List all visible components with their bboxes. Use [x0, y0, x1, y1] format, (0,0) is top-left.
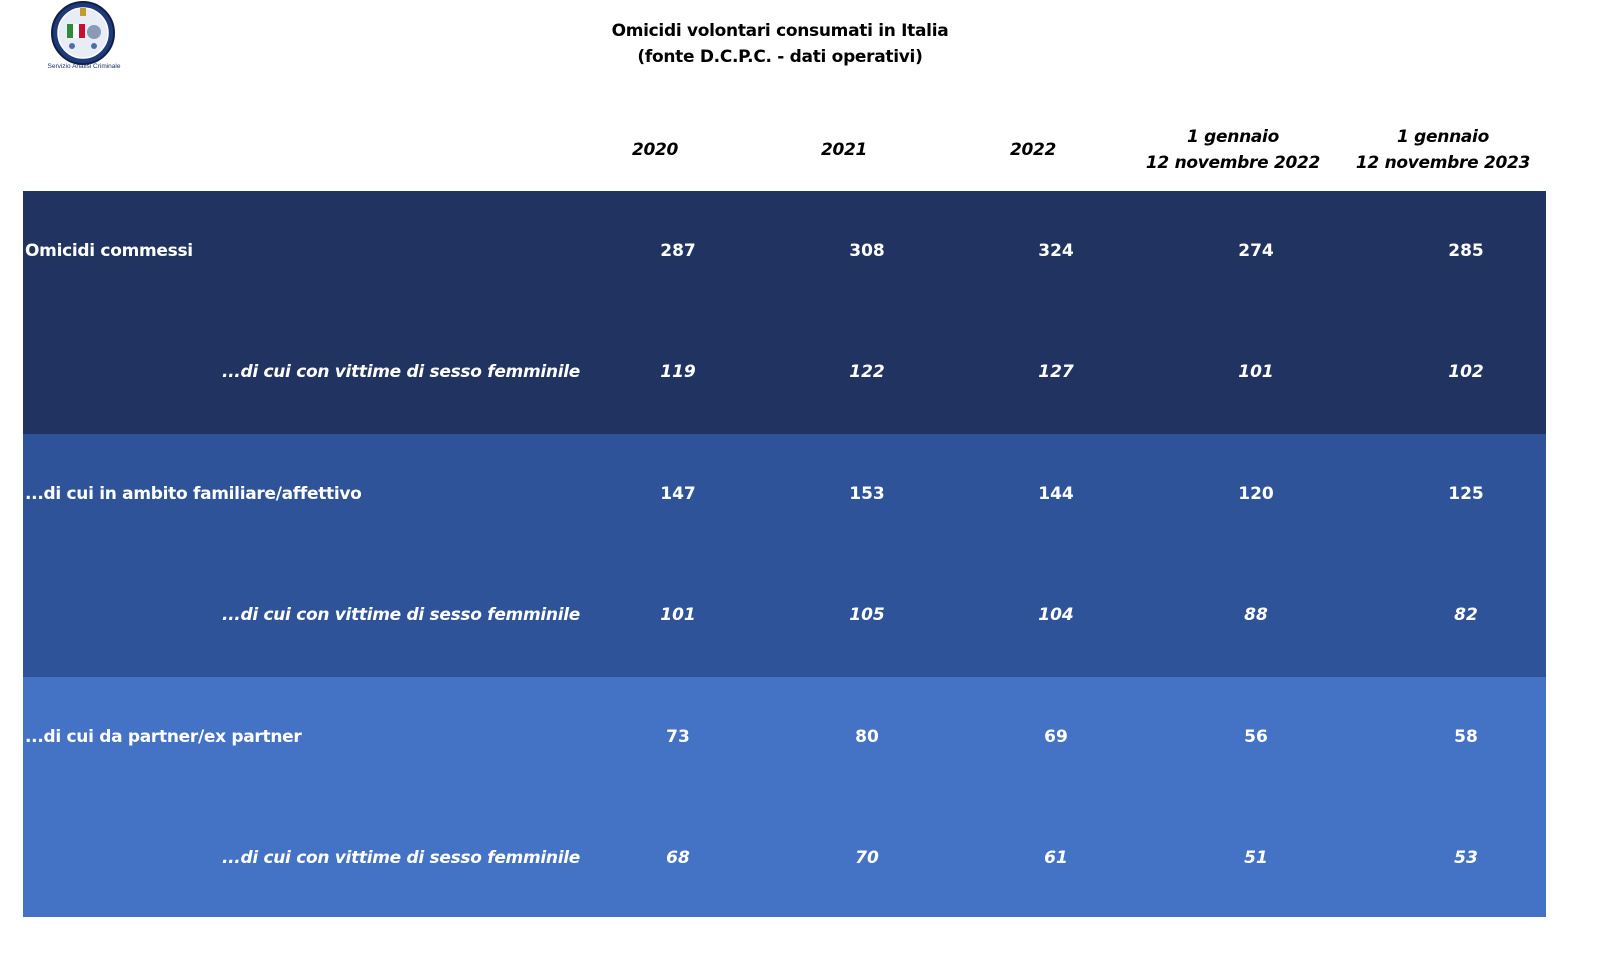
column-header-2022: 2022	[958, 120, 1108, 180]
logo: Servizio Analisi Criminale	[36, 0, 132, 80]
column-header-line-2: 12 novembre 2023	[1355, 153, 1531, 173]
table-cell: 68	[666, 848, 690, 868]
table-cell: 104	[1038, 605, 1074, 625]
table-cell: 58	[1454, 727, 1478, 747]
table-cell: 144	[1038, 484, 1074, 504]
table-cell: 308	[849, 241, 885, 261]
title-line-1: Omicidi volontari consumati in Italia	[611, 21, 949, 41]
table-row: ...di cui con vittime di sesso femminile…	[23, 352, 1546, 392]
table-cell: 70	[855, 848, 879, 868]
page-title: Omicidi volontari consumati in Italia (f…	[480, 18, 1080, 70]
column-header-line-1: 2021	[820, 140, 868, 160]
column-header-line-1: 2022	[1009, 140, 1057, 160]
column-header-line-1: 1 gennaio	[1187, 127, 1279, 147]
table-row: ...di cui con vittime di sesso femminile…	[23, 838, 1546, 878]
table-band-family: ...di cui in ambito familiare/affettivo …	[23, 434, 1546, 677]
table-cell: 69	[1044, 727, 1068, 747]
row-label: ...di cui da partner/ex partner	[25, 727, 302, 747]
row-label: ...di cui con vittime di sesso femminile	[221, 605, 580, 625]
column-header-2021: 2021	[769, 120, 919, 180]
column-header-2023-partial: 1 gennaio 12 novembre 2023	[1343, 120, 1543, 180]
table-band-partner: ...di cui da partner/ex partner 73 80 69…	[23, 677, 1546, 917]
row-label: ...di cui con vittime di sesso femminile	[221, 848, 580, 868]
table-band-total: Omicidi commessi 287 308 324 274 285 ...…	[23, 191, 1546, 434]
column-header-2022-partial: 1 gennaio 12 novembre 2022	[1133, 120, 1333, 180]
logo-caption: Servizio Analisi Criminale	[47, 63, 121, 70]
table-cell: 56	[1244, 727, 1268, 747]
table-row: ...di cui da partner/ex partner 73 80 69…	[23, 717, 1546, 757]
table-cell: 285	[1448, 241, 1484, 261]
column-header-2020: 2020	[580, 120, 730, 180]
table-cell: 120	[1238, 484, 1274, 504]
table-cell: 324	[1038, 241, 1074, 261]
table-row: ...di cui con vittime di sesso femminile…	[23, 595, 1546, 635]
row-label: ...di cui con vittime di sesso femminile	[221, 362, 580, 382]
table-cell: 147	[660, 484, 696, 504]
row-label: ...di cui in ambito familiare/affettivo	[25, 484, 362, 504]
table-row: ...di cui in ambito familiare/affettivo …	[23, 474, 1546, 514]
table-cell: 61	[1044, 848, 1068, 868]
table-cell: 88	[1244, 605, 1268, 625]
homicides-table: Omicidi commessi 287 308 324 274 285 ...…	[23, 191, 1546, 917]
column-header-line-1: 1 gennaio	[1397, 127, 1489, 147]
table-cell: 101	[1238, 362, 1274, 382]
table-cell: 105	[849, 605, 885, 625]
table-cell: 73	[666, 727, 690, 747]
row-label: Omicidi commessi	[25, 241, 193, 261]
column-header-line-1: 2020	[631, 140, 679, 160]
crest-emblem-icon	[51, 1, 115, 65]
table-cell: 82	[1454, 605, 1478, 625]
table-row: Omicidi commessi 287 308 324 274 285	[23, 231, 1546, 271]
table-cell: 53	[1454, 848, 1478, 868]
table-cell: 127	[1038, 362, 1074, 382]
table-cell: 101	[660, 605, 696, 625]
table-cell: 153	[849, 484, 885, 504]
column-header-line-2: 12 novembre 2022	[1145, 153, 1321, 173]
table-cell: 119	[660, 362, 696, 382]
table-cell: 51	[1244, 848, 1268, 868]
table-cell: 80	[855, 727, 879, 747]
table-cell: 102	[1448, 362, 1484, 382]
table-cell: 122	[849, 362, 885, 382]
table-cell: 287	[660, 241, 696, 261]
table-cell: 274	[1238, 241, 1274, 261]
table-cell: 125	[1448, 484, 1484, 504]
title-line-2: (fonte D.C.P.C. - dati operativi)	[637, 47, 923, 67]
